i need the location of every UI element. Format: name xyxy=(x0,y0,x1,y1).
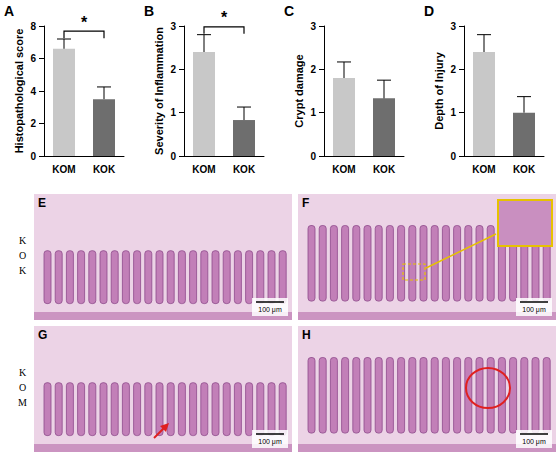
svg-text:*: * xyxy=(221,9,228,26)
svg-text:KOK: KOK xyxy=(233,164,256,175)
svg-text:100 μm: 100 μm xyxy=(258,306,282,314)
svg-text:100 μm: 100 μm xyxy=(258,438,282,446)
svg-text:4: 4 xyxy=(30,86,36,97)
svg-text:Depth of Injury: Depth of Injury xyxy=(433,51,445,129)
svg-text:3: 3 xyxy=(310,21,316,32)
svg-text:F: F xyxy=(302,196,309,210)
svg-text:KOM: KOM xyxy=(192,164,215,175)
svg-text:0: 0 xyxy=(450,151,456,162)
svg-text:A: A xyxy=(4,3,14,19)
svg-text:KOK: KOK xyxy=(513,164,536,175)
svg-text:0: 0 xyxy=(170,151,176,162)
svg-text:C: C xyxy=(284,3,294,19)
svg-text:2: 2 xyxy=(450,64,456,75)
html-text:KOK: KOK xyxy=(17,235,28,280)
svg-text:1: 1 xyxy=(310,107,316,118)
svg-text:Severity of Inflammation: Severity of Inflammation xyxy=(153,27,165,155)
svg-text:2: 2 xyxy=(30,118,36,129)
svg-text:8: 8 xyxy=(30,21,36,32)
svg-text:Histopathological score: Histopathological score xyxy=(13,29,25,154)
svg-text:KOM: KOM xyxy=(52,164,75,175)
svg-text:2: 2 xyxy=(170,64,176,75)
svg-text:0: 0 xyxy=(30,151,36,162)
svg-text:D: D xyxy=(424,3,434,19)
svg-text:0: 0 xyxy=(310,151,316,162)
svg-text:E: E xyxy=(38,196,46,210)
svg-text:100 μm: 100 μm xyxy=(522,306,546,314)
svg-text:Crypt damage: Crypt damage xyxy=(293,54,305,127)
svg-text:1: 1 xyxy=(450,107,456,118)
svg-text:KOM: KOM xyxy=(472,164,495,175)
svg-text:1: 1 xyxy=(170,107,176,118)
svg-text:3: 3 xyxy=(170,21,176,32)
svg-text:H: H xyxy=(302,328,311,342)
svg-text:3: 3 xyxy=(450,21,456,32)
svg-text:KOK: KOK xyxy=(93,164,116,175)
svg-text:6: 6 xyxy=(30,53,36,64)
html-text:KOM: KOM xyxy=(17,367,28,412)
svg-text:*: * xyxy=(81,14,88,31)
svg-text:2: 2 xyxy=(310,64,316,75)
svg-text:100 μm: 100 μm xyxy=(522,438,546,446)
svg-text:G: G xyxy=(38,328,47,342)
svg-text:B: B xyxy=(144,3,154,19)
svg-text:KOK: KOK xyxy=(373,164,396,175)
svg-text:KOM: KOM xyxy=(332,164,355,175)
